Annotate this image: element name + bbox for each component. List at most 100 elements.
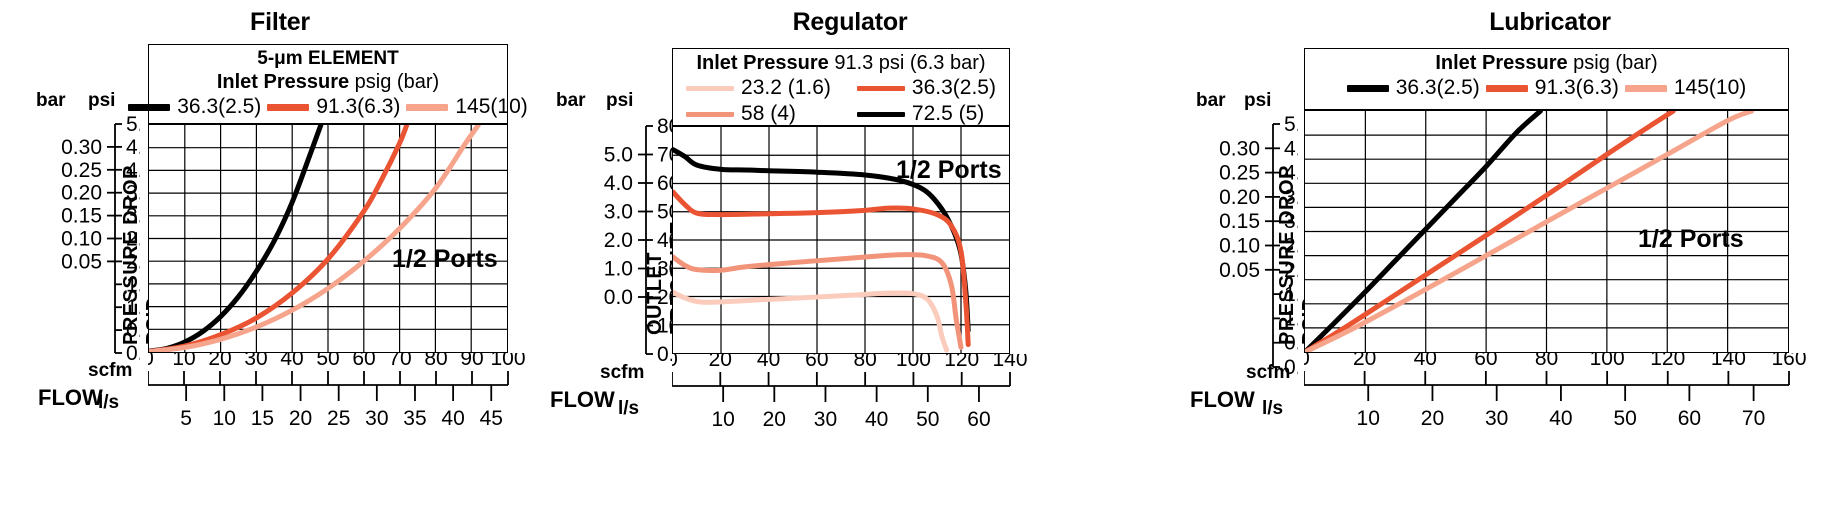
svg-text:70: 70 (1742, 407, 1765, 430)
y-axis-unit-psi: psi (88, 90, 116, 111)
legend-inlet-pressure-units: psig (bar) (1567, 52, 1658, 74)
x-axis-unit-scfm: scfm (88, 360, 133, 381)
svg-text:0.0: 0.0 (604, 286, 633, 309)
chart-panel-lubricator: Lubricator Inlet Pressure psig (bar) 36.… (1140, 0, 1845, 521)
svg-text:70.0: 70.0 (657, 144, 672, 167)
svg-text:1.0: 1.0 (126, 296, 140, 319)
legend-item-label: 36.3(2.5) (911, 76, 996, 99)
svg-text:0.0: 0.0 (657, 343, 672, 366)
legend-swatch-icon (856, 85, 905, 91)
svg-text:0.05: 0.05 (1219, 259, 1260, 282)
y-axis-unit-psi: psi (606, 90, 634, 111)
legend-item-label: 145(10) (1673, 76, 1747, 99)
svg-text:5.0: 5.0 (126, 113, 140, 136)
legend-swatch-icon (1485, 84, 1528, 92)
svg-text:60.0: 60.0 (657, 172, 672, 195)
legend-swatch-icon (856, 111, 905, 117)
y-axis-unit-psi: psi (1244, 90, 1272, 111)
svg-text:0: 0 (672, 354, 678, 371)
svg-text:20: 20 (208, 353, 231, 370)
svg-text:0.10: 0.10 (1219, 235, 1260, 258)
legend-swatch-icon (686, 85, 735, 91)
page-title-filter: Filter (250, 8, 310, 36)
legend-item: 36.3(2.5) (856, 75, 996, 101)
ports-annotation-filter: 1/2 Ports (392, 245, 498, 273)
svg-text:0.30: 0.30 (1219, 137, 1260, 160)
svg-text:90: 90 (460, 353, 483, 370)
legend-swatch-icon (128, 103, 171, 111)
y-axis-unit-bar: bar (1196, 90, 1226, 111)
legend-item: 58 (4) (686, 101, 831, 127)
svg-text:100: 100 (896, 354, 931, 371)
svg-text:80: 80 (424, 353, 447, 370)
svg-text:60: 60 (805, 354, 828, 371)
svg-text:140: 140 (992, 354, 1027, 371)
legend-item: 145(10) (406, 94, 528, 120)
legend-item-label: 58 (4) (741, 102, 796, 125)
svg-text:15: 15 (251, 407, 274, 430)
legend-entries-lubricator: 36.3(2.5) 91.3(6.3) 145(10) (1305, 75, 1788, 101)
svg-text:20: 20 (709, 354, 732, 371)
svg-text:0.05: 0.05 (61, 250, 102, 273)
svg-text:80: 80 (853, 354, 876, 371)
svg-text:0.25: 0.25 (1219, 162, 1260, 185)
chart-panel-filter: Filter 5-μm ELEMENT Inlet Pressure psig … (0, 0, 560, 521)
svg-text:10: 10 (213, 407, 236, 430)
legend-item-label: 23.2 (1.6) (741, 76, 831, 99)
x-axis-unit-scfm: scfm (600, 362, 645, 383)
legend-entries-regulator: 23.2 (1.6) 36.3(2.5) 58 (4) 72.5 (5) (673, 75, 1009, 127)
svg-text:30: 30 (365, 407, 388, 430)
ports-annotation-regulator: 1/2 Ports (896, 156, 1002, 184)
svg-text:4.0: 4.0 (1284, 162, 1298, 185)
legend-item: 91.3(6.3) (1485, 75, 1619, 101)
x-axis-unit-ls: l/s (1262, 398, 1284, 419)
x-axis-ticks-regulator: 0 20 40 60 80 100 120 140 10 20 30 40 50 60 (672, 354, 1050, 464)
svg-text:30: 30 (1485, 407, 1508, 430)
svg-text:50: 50 (316, 353, 339, 370)
svg-text:40: 40 (757, 354, 780, 371)
legend-item: 72.5 (5) (856, 101, 996, 127)
svg-text:40: 40 (1414, 353, 1437, 370)
legend-inlet-pressure-heading: Inlet Pressure 91.3 psi (6.3 bar) (673, 51, 1009, 75)
x-axis-unit-ls: l/s (618, 398, 640, 419)
legend-swatch-icon (406, 103, 449, 111)
svg-text:50: 50 (1613, 407, 1636, 430)
x-axis-title-flow: FLOW (1190, 387, 1255, 412)
legend-item: 36.3(2.5) (1346, 75, 1480, 101)
svg-text:40: 40 (441, 407, 464, 430)
svg-text:40.0: 40.0 (657, 229, 672, 252)
svg-text:0: 0 (148, 353, 154, 370)
svg-text:20: 20 (1353, 353, 1376, 370)
legend-swatch-icon (267, 103, 310, 111)
svg-text:2.5: 2.5 (1284, 235, 1298, 258)
plot-area-filter (148, 124, 508, 353)
y-axis-labels-filter: 5.04.54.03.53.02.52.01.51.00.50.00.300.2… (10, 110, 140, 369)
y-axis-labels-lubricator: 5.04.54.03.53.02.52.01.51.00.50.00.300.2… (1168, 110, 1298, 383)
svg-text:20: 20 (763, 408, 786, 431)
legend-filter: 5-μm ELEMENT Inlet Pressure psig (bar) 3… (128, 44, 528, 124)
svg-text:20: 20 (289, 407, 312, 430)
svg-text:3.0: 3.0 (604, 201, 633, 224)
svg-text:2.0: 2.0 (126, 250, 140, 273)
svg-text:3.5: 3.5 (1284, 186, 1298, 209)
svg-text:0.0: 0.0 (1284, 356, 1298, 379)
svg-text:0.30: 0.30 (61, 136, 102, 159)
legend-swatch-icon (686, 111, 735, 117)
svg-text:120: 120 (944, 354, 979, 371)
x-axis-ticks-lubricator: 0 20 40 60 80 100 120 140 160 10 20 30 40 50 60 70 (1304, 353, 1829, 463)
legend-item: 23.2 (1.6) (686, 75, 831, 101)
legend-inlet-pressure-bold: Inlet Pressure (1435, 52, 1568, 74)
svg-text:4.5: 4.5 (126, 136, 140, 159)
legend-inlet-pressure-heading: Inlet Pressure psig (bar) (1305, 51, 1788, 75)
legend-lubricator: Inlet Pressure psig (bar) 36.3(2.5) 91.3… (1304, 48, 1789, 110)
ports-annotation-lubricator: 1/2 Ports (1638, 225, 1744, 253)
svg-text:0.5: 0.5 (126, 319, 140, 342)
svg-text:20.0: 20.0 (657, 286, 672, 309)
svg-text:0.20: 0.20 (1219, 186, 1260, 209)
svg-text:0.5: 0.5 (1284, 332, 1298, 355)
svg-text:5: 5 (180, 407, 192, 430)
svg-text:60: 60 (1678, 407, 1701, 430)
svg-text:3.0: 3.0 (126, 205, 140, 228)
svg-text:40: 40 (1549, 407, 1572, 430)
page-title-regulator: Regulator (792, 8, 908, 36)
